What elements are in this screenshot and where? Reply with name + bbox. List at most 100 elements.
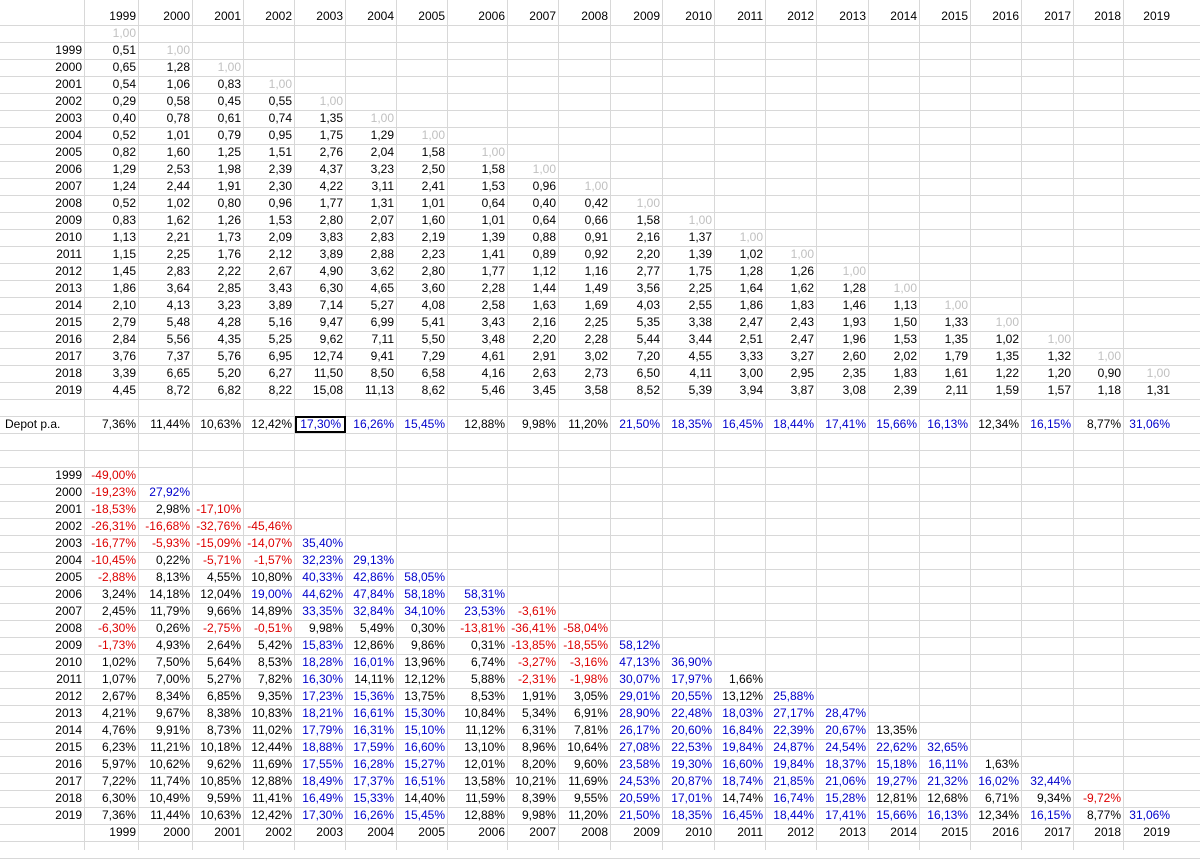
return-cell[interactable]: 6,23%	[101, 740, 136, 754]
return-cell[interactable]: 19,00%	[251, 587, 292, 601]
return-cell[interactable]: 18,49%	[302, 774, 343, 788]
factor-cell[interactable]: 2,41	[421, 179, 445, 193]
factor-cell[interactable]: 1,01	[166, 128, 190, 142]
depot-value[interactable]: 21,50%	[619, 417, 660, 431]
return-cell[interactable]: 44,62%	[302, 587, 343, 601]
return-cell[interactable]: 17,59%	[353, 740, 394, 754]
row-header-year[interactable]: 2009	[55, 638, 82, 652]
return-cell[interactable]: 25,88%	[773, 689, 814, 703]
return-cell[interactable]: 32,44%	[1030, 774, 1071, 788]
return-cell[interactable]: 1,63%	[984, 757, 1019, 771]
factor-cell[interactable]: 1,75	[319, 128, 343, 142]
return-cell[interactable]: 18,28%	[302, 655, 343, 669]
factor-cell[interactable]: 2,35	[842, 366, 866, 380]
factor-cell[interactable]: 0,89	[532, 247, 556, 261]
column-header-year[interactable]: 2016	[992, 9, 1019, 23]
factor-cell[interactable]: 1,39	[481, 230, 505, 244]
column-header-year[interactable]: 2014	[890, 9, 917, 23]
return-cell[interactable]: 0,31%	[470, 638, 505, 652]
return-cell[interactable]: 4,93%	[155, 638, 190, 652]
return-cell[interactable]: 8,77%	[1086, 808, 1121, 822]
return-cell[interactable]: 17,55%	[302, 757, 343, 771]
return-cell[interactable]: -5,93%	[151, 536, 190, 550]
factor-cell[interactable]: 0,95	[268, 128, 292, 142]
factor-cell[interactable]: 1,00	[944, 298, 968, 312]
return-cell[interactable]: 2,67%	[101, 689, 136, 703]
factor-cell[interactable]: 1,22	[995, 366, 1019, 380]
factor-cell[interactable]: 4,37	[319, 162, 343, 176]
row-header-year[interactable]: 2014	[55, 723, 82, 737]
factor-cell[interactable]: 1,00	[268, 77, 292, 91]
factor-cell[interactable]: 3,45	[532, 383, 556, 397]
column-footer-year[interactable]: 2015	[941, 825, 968, 839]
factor-cell[interactable]: 9,47	[319, 315, 343, 329]
return-cell[interactable]: 15,66%	[876, 808, 917, 822]
factor-cell[interactable]: 2,43	[790, 315, 814, 329]
factor-cell[interactable]: 3,56	[636, 281, 660, 295]
factor-cell[interactable]: 1,13	[893, 298, 917, 312]
depot-value[interactable]: 12,34%	[978, 417, 1019, 431]
return-cell[interactable]: 15,36%	[353, 689, 394, 703]
return-cell[interactable]: 18,88%	[302, 740, 343, 754]
depot-value[interactable]: 17,41%	[825, 417, 866, 431]
return-cell[interactable]: 24,54%	[825, 740, 866, 754]
depot-value[interactable]: 11,20%	[568, 417, 608, 431]
return-cell[interactable]: 11,79%	[150, 604, 190, 618]
factor-cell[interactable]: 1,00	[636, 196, 660, 210]
return-cell[interactable]: 12,34%	[978, 808, 1019, 822]
factor-cell[interactable]: 1,02	[739, 247, 763, 261]
row-header-year[interactable]: 2017	[55, 774, 82, 788]
factor-cell[interactable]: 1,37	[688, 230, 712, 244]
factor-cell[interactable]: 1,00	[893, 281, 917, 295]
factor-cell[interactable]: 1,73	[217, 230, 241, 244]
factor-cell[interactable]: 2,21	[166, 230, 190, 244]
factor-cell[interactable]: 1,02	[995, 332, 1019, 346]
return-cell[interactable]: 16,11%	[928, 757, 968, 771]
column-header-year[interactable]: 2018	[1094, 9, 1121, 23]
return-cell[interactable]: 32,65%	[927, 740, 968, 754]
factor-cell[interactable]: 3,60	[421, 281, 445, 295]
factor-cell[interactable]: 1,02	[166, 196, 190, 210]
factor-cell[interactable]: 4,03	[636, 298, 660, 312]
return-cell[interactable]: 5,27%	[206, 672, 241, 686]
factor-cell[interactable]: 3,38	[688, 315, 712, 329]
factor-cell[interactable]: 1,18	[1097, 383, 1121, 397]
factor-cell[interactable]: 2,10	[112, 298, 136, 312]
factor-cell[interactable]: 1,15	[112, 247, 136, 261]
factor-cell[interactable]: 0,40	[532, 196, 556, 210]
factor-cell[interactable]: 0,52	[112, 196, 136, 210]
return-cell[interactable]: 7,22%	[101, 774, 136, 788]
factor-cell[interactable]: 1,28	[739, 264, 763, 278]
factor-cell[interactable]: 3,89	[268, 298, 292, 312]
return-cell[interactable]: 5,88%	[470, 672, 505, 686]
column-footer-year[interactable]: 1999	[109, 825, 136, 839]
return-cell[interactable]: 16,13%	[927, 808, 968, 822]
factor-cell[interactable]: 5,16	[268, 315, 292, 329]
factor-cell[interactable]: 8,52	[636, 383, 660, 397]
depot-value[interactable]: 9,98%	[521, 417, 556, 431]
return-cell[interactable]: 12,01%	[464, 757, 505, 771]
return-cell[interactable]: 5,49%	[359, 621, 394, 635]
return-cell[interactable]: 15,27%	[404, 757, 445, 771]
factor-cell[interactable]: 3,48	[481, 332, 505, 346]
return-cell[interactable]: 27,17%	[773, 706, 814, 720]
return-cell[interactable]: 11,12%	[465, 723, 505, 737]
factor-cell[interactable]: 1,00	[790, 247, 814, 261]
factor-cell[interactable]: 2,95	[790, 366, 814, 380]
factor-cell[interactable]: 5,56	[166, 332, 190, 346]
return-cell[interactable]: -49,00%	[91, 468, 136, 482]
return-cell[interactable]: 8,96%	[521, 740, 556, 754]
return-cell[interactable]: 1,07%	[101, 672, 136, 686]
return-cell[interactable]: 12,42%	[251, 808, 292, 822]
depot-value[interactable]: 16,45%	[722, 417, 763, 431]
factor-cell[interactable]: 0,88	[532, 230, 556, 244]
return-cell[interactable]: 35,40%	[302, 536, 343, 550]
return-cell[interactable]: -9,72%	[1082, 791, 1121, 805]
row-header-year[interactable]: 2017	[55, 349, 82, 363]
factor-cell[interactable]: 1,28	[166, 60, 190, 74]
factor-cell[interactable]: 1,69	[584, 298, 608, 312]
factor-cell[interactable]: 0,80	[217, 196, 241, 210]
return-cell[interactable]: 9,60%	[573, 757, 608, 771]
factor-cell[interactable]: 2,25	[166, 247, 190, 261]
return-cell[interactable]: -6,30%	[97, 621, 136, 635]
